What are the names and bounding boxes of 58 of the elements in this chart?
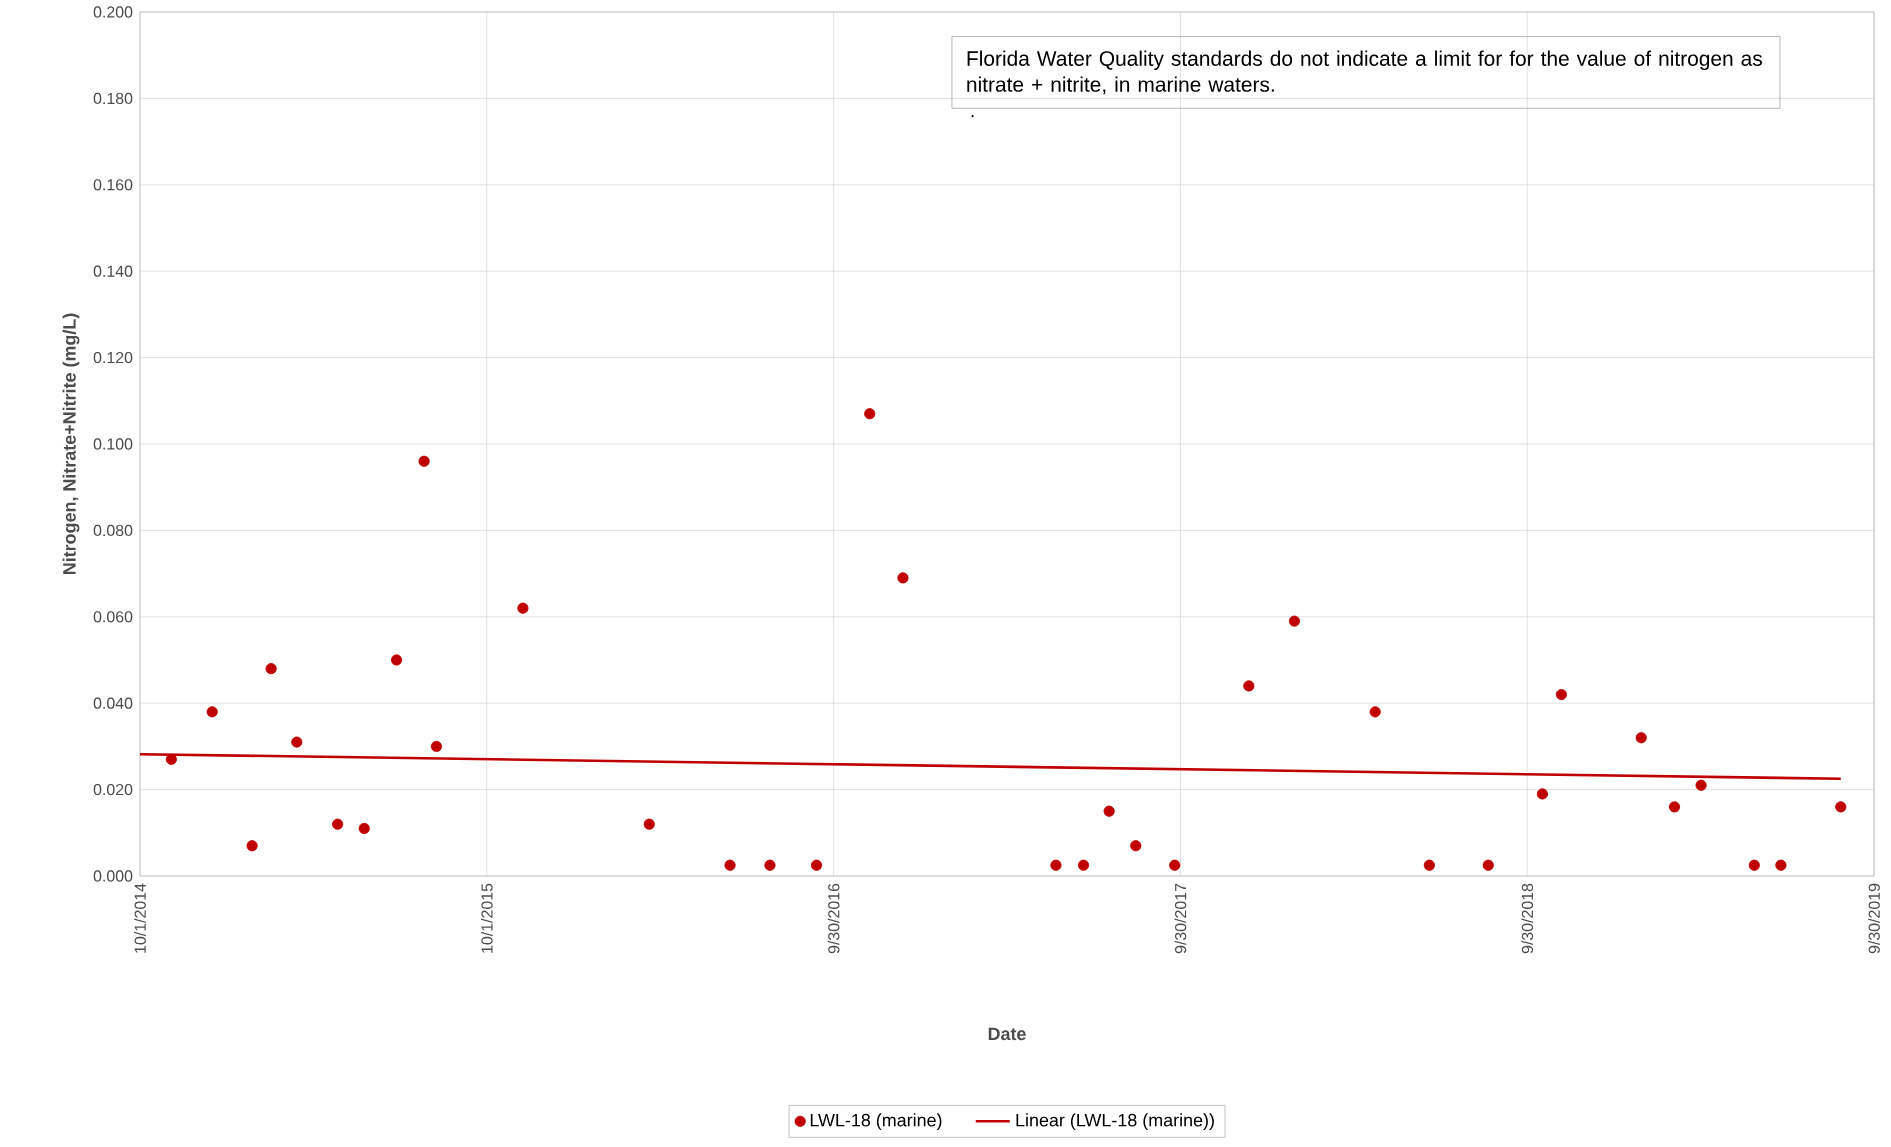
point xyxy=(1695,779,1707,791)
point xyxy=(1243,680,1255,692)
point xyxy=(418,455,430,467)
point xyxy=(1130,840,1142,852)
x-tick-label: 9/30/2019 xyxy=(1868,883,1880,954)
point xyxy=(864,408,876,420)
point xyxy=(764,859,776,871)
point xyxy=(246,840,258,852)
point xyxy=(897,572,909,584)
point xyxy=(291,736,303,748)
legend-label: LWL-18 (marine) xyxy=(810,1113,942,1131)
point xyxy=(332,818,344,830)
annotation: Florida Water Quality standards do not indicate a limit for for the value of nitrogen as nitrate + nitrite, in marine waters. xyxy=(967,50,1762,95)
point xyxy=(1169,859,1181,871)
x-tick-label: 9/30/2018 xyxy=(1521,883,1534,954)
point xyxy=(1077,859,1090,871)
y-tick-label: 0.120 xyxy=(93,351,133,364)
point xyxy=(265,663,277,675)
point xyxy=(810,859,823,871)
legend-label: Linear (LWL-18 (marine)) xyxy=(1016,1113,1214,1131)
point xyxy=(517,602,529,614)
point xyxy=(390,654,403,666)
y-tick-label: 0.020 xyxy=(93,783,133,796)
x-tick-label: 9/30/2016 xyxy=(827,883,840,954)
y-tick-label: 0.080 xyxy=(93,524,133,537)
point xyxy=(1103,805,1115,817)
annotation: . xyxy=(971,115,974,118)
x-tick-label: 10/1/2015 xyxy=(480,883,493,953)
point xyxy=(1369,706,1381,718)
point xyxy=(1536,788,1548,800)
point xyxy=(1555,688,1567,701)
x-tick-label: 10/1/2014 xyxy=(134,883,146,953)
point xyxy=(1288,615,1301,627)
x-axis-title: Date xyxy=(988,1027,1026,1041)
y-axis-title: Nitrogen, Nitrate+Nitrite (mg/L) xyxy=(62,313,80,575)
point xyxy=(1050,859,1062,871)
y-tick-label: 0.200 xyxy=(93,6,133,18)
point xyxy=(1635,732,1647,744)
y-tick-label: 0.140 xyxy=(93,265,133,277)
point xyxy=(358,822,370,835)
point xyxy=(1775,859,1787,871)
point xyxy=(1668,801,1681,813)
point xyxy=(724,859,736,871)
point xyxy=(430,740,443,752)
point xyxy=(1482,859,1494,871)
y-tick-label: 0.100 xyxy=(93,438,133,450)
point xyxy=(643,818,655,830)
y-tick-label: 0.060 xyxy=(93,611,133,623)
point xyxy=(1423,859,1435,871)
point xyxy=(165,753,177,765)
x-tick-label: 9/30/2017 xyxy=(1174,883,1187,954)
point xyxy=(1835,801,1847,813)
point xyxy=(206,706,218,718)
point xyxy=(1748,859,1760,871)
y-tick-label: 0.040 xyxy=(93,697,133,709)
y-tick-label: 0.180 xyxy=(93,92,133,105)
y-tick-label: 0.000 xyxy=(93,870,133,882)
y-tick-label: 0.160 xyxy=(93,179,133,191)
